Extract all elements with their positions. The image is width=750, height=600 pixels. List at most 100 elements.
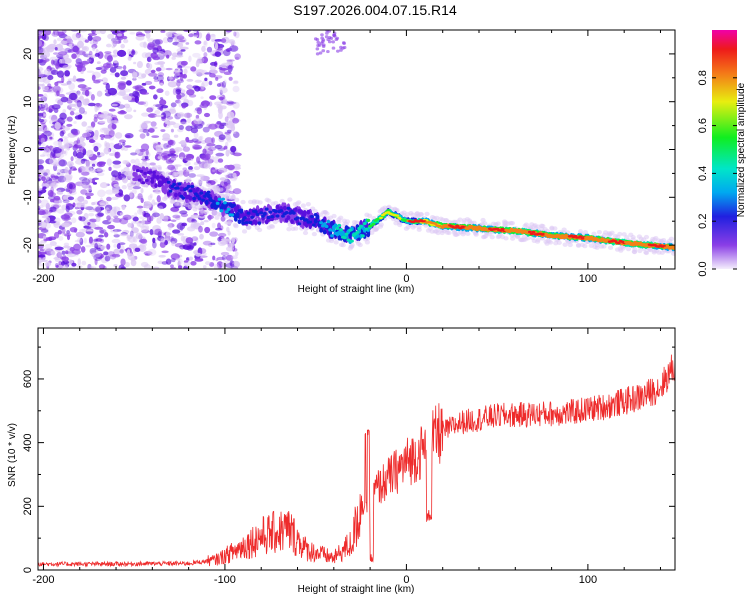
noise-blob (172, 214, 181, 219)
noise-blob (61, 30, 67, 34)
noise-blob (53, 231, 60, 239)
spectrogram-noise-cloud (38, 30, 347, 269)
ridge-blob (362, 222, 367, 226)
noise-blob (202, 265, 207, 269)
noise-blob (129, 191, 133, 198)
noise-blob (143, 264, 151, 269)
noise-blob (76, 64, 83, 72)
noise-blob (49, 249, 54, 255)
noise-blob (203, 41, 207, 46)
noise-blob (80, 158, 86, 164)
noise-blob (93, 39, 98, 45)
noise-blob (49, 241, 57, 246)
noise-blob (112, 160, 122, 165)
noise-blob (225, 246, 234, 252)
noise-blob (132, 77, 137, 81)
noise-blob (50, 250, 56, 256)
spectrogram-y-label: Frequency (Hz) (7, 116, 18, 185)
noise-blob (128, 192, 135, 200)
noise-blob (84, 98, 90, 105)
noise-blob (97, 151, 101, 156)
colorbar-ticks: 0.0 0.2 0.4 0.6 0.8 (697, 70, 737, 277)
noise-blob (120, 76, 127, 80)
noise-blob (53, 30, 59, 36)
ridge-blob (144, 178, 149, 182)
noise-blob (152, 241, 157, 249)
noise-blob (63, 212, 73, 218)
noise-blob (42, 180, 47, 184)
noise-blob (217, 236, 222, 242)
noise-blob (226, 172, 232, 179)
noise-blob (47, 75, 54, 81)
noise-blob (117, 104, 125, 109)
noise-blob (62, 150, 67, 154)
noise-blob (188, 33, 194, 38)
noise-blob (38, 70, 42, 76)
noise-blob (173, 69, 182, 73)
noise-blob (40, 137, 46, 144)
ridge-halo (269, 224, 276, 229)
noise-blob (151, 135, 160, 139)
noise-blob (136, 61, 143, 69)
ridge-blob (204, 200, 209, 205)
noise-blob (108, 166, 112, 171)
noise-blob (154, 114, 164, 118)
noise-blob (60, 40, 68, 45)
noise-blob (190, 222, 198, 228)
ridge-blob (313, 218, 318, 224)
noise-blob (176, 93, 182, 100)
ridge-blob (322, 222, 327, 226)
ridge-halo (214, 215, 220, 220)
noise-blob (222, 146, 228, 150)
noise-blob (160, 30, 166, 33)
ridge-blob (301, 210, 305, 216)
noise-blob (111, 175, 116, 182)
ridge-blob (308, 220, 313, 224)
ridge-blob (330, 234, 334, 238)
ridge-blob (284, 211, 289, 215)
noise-blob (62, 64, 71, 70)
noise-blob (38, 35, 44, 39)
noise-blob (225, 30, 233, 33)
noise-blob (82, 132, 91, 139)
noise-blob (168, 223, 173, 231)
ridge-halo (625, 246, 632, 252)
ridge-halo (365, 236, 371, 241)
noise-blob (84, 39, 89, 43)
noise-blob (116, 49, 127, 57)
ridge-blob (355, 230, 360, 234)
noise-blob (220, 241, 228, 245)
noise-blob (72, 131, 79, 136)
noise-blob (153, 94, 158, 100)
noise-blob (131, 50, 136, 56)
noise-blob (220, 251, 230, 256)
noise-blob (144, 253, 151, 256)
noise-blob (142, 129, 150, 134)
noise-blob (49, 56, 59, 61)
ridge-blob (230, 213, 235, 217)
noise-blob (106, 243, 111, 250)
noise-blob (73, 243, 82, 251)
noise-blob (326, 37, 330, 42)
ridge-halo (489, 234, 495, 240)
ridge-halo (302, 230, 309, 236)
snr-series-line (38, 354, 675, 568)
noise-blob (38, 127, 44, 132)
noise-blob (192, 34, 199, 38)
noise-blob (44, 261, 52, 267)
ridge-blob (616, 241, 621, 245)
noise-blob (120, 258, 126, 266)
noise-blob (114, 151, 121, 159)
noise-blob (82, 46, 88, 51)
noise-blob (98, 264, 106, 269)
noise-blob (41, 176, 46, 182)
noise-blob (316, 43, 320, 48)
noise-blob (188, 173, 196, 178)
noise-blob (49, 198, 55, 203)
noise-blob (161, 105, 169, 109)
ridge-halo (397, 222, 403, 228)
noise-blob (66, 99, 73, 104)
noise-blob (42, 151, 49, 157)
noise-blob (141, 121, 148, 128)
